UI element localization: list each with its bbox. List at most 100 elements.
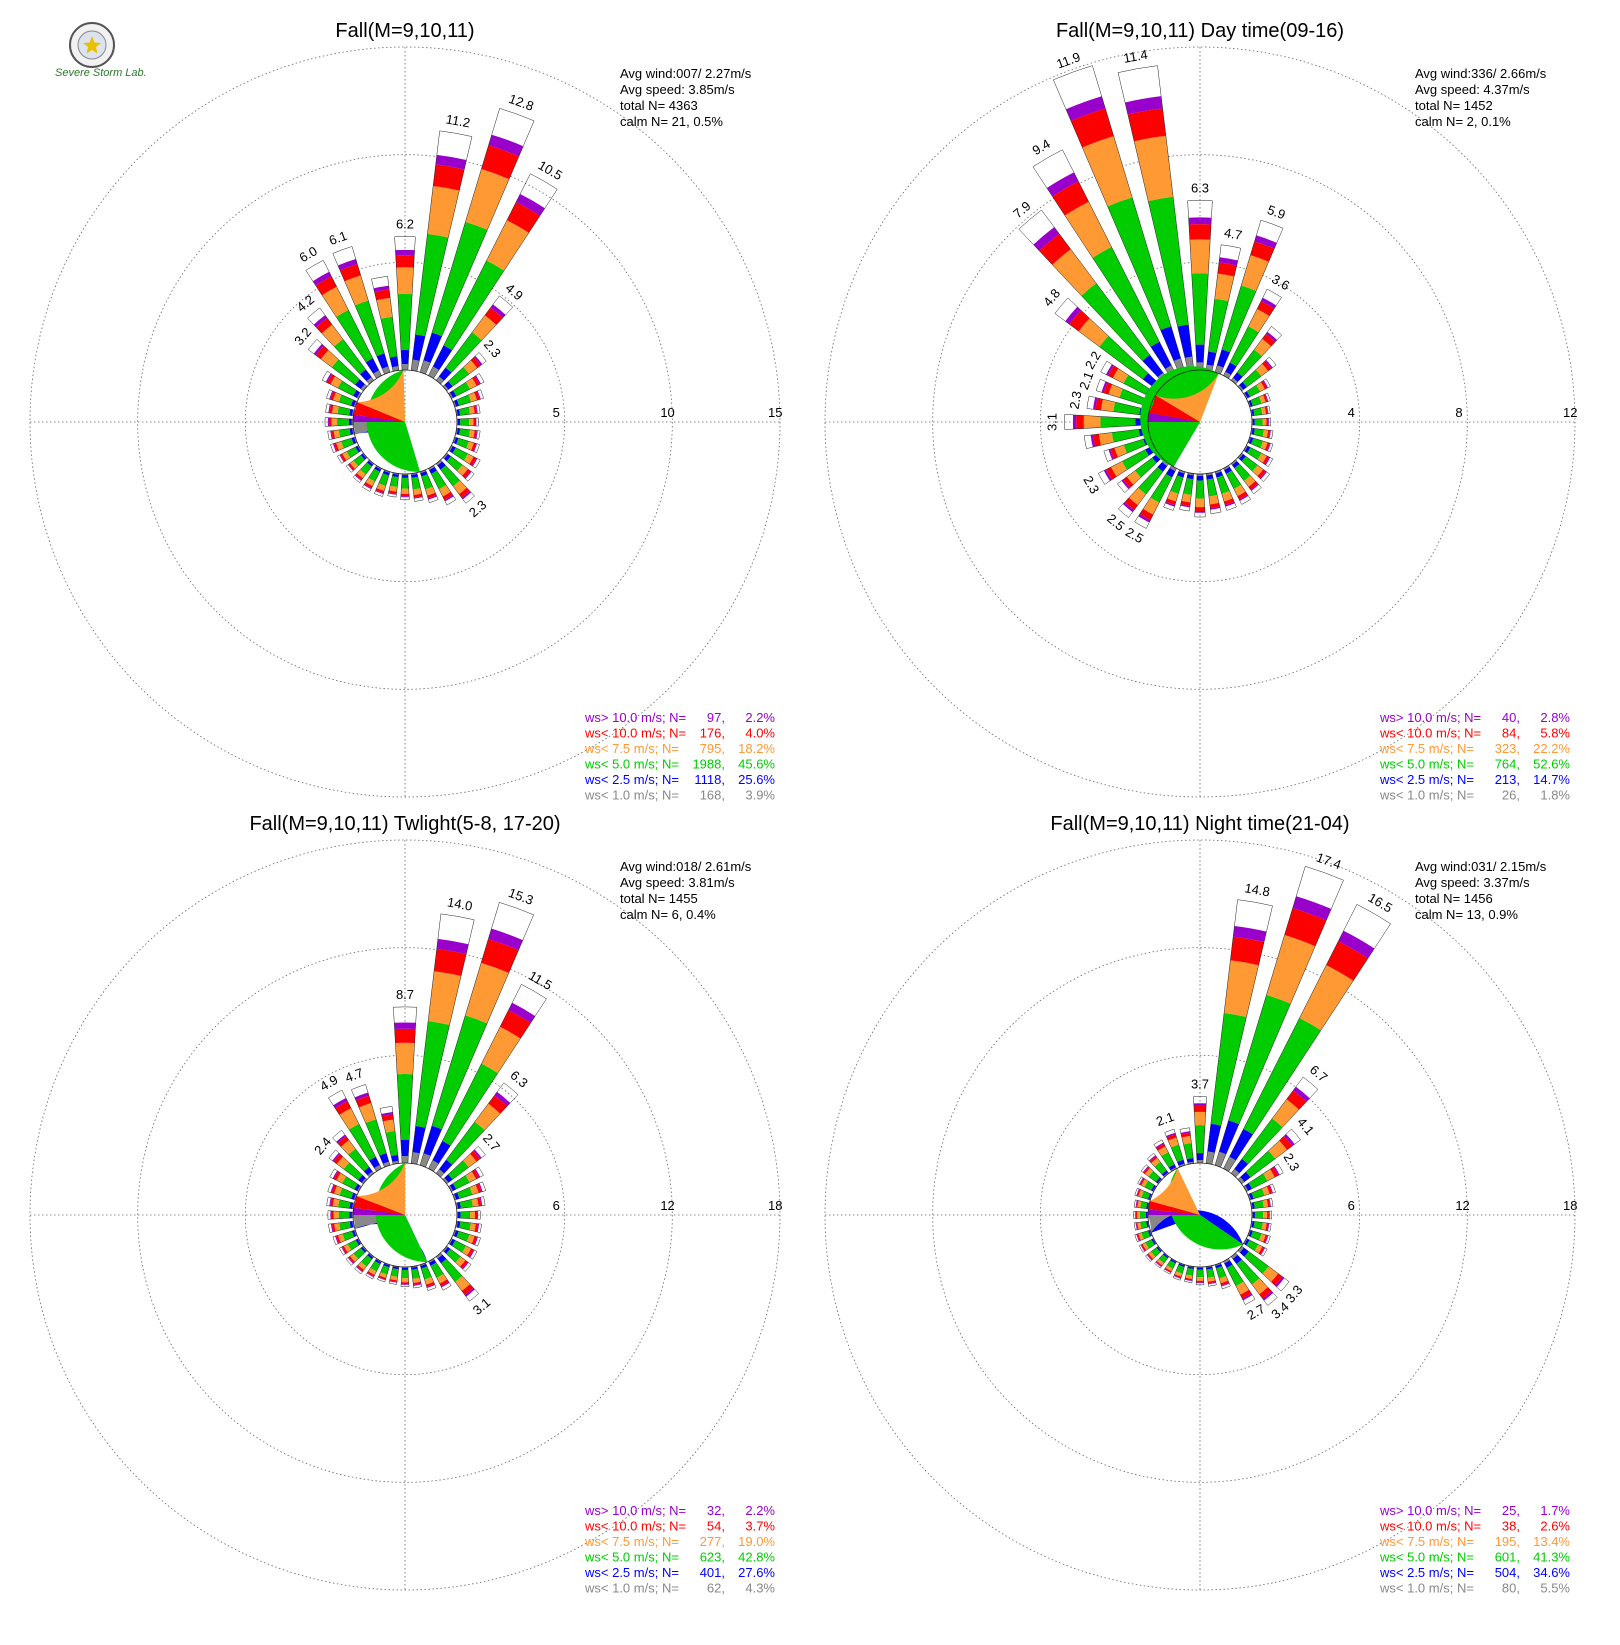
- wind-bar-segment: [348, 1256, 356, 1264]
- wind-bar-segment: [436, 1252, 443, 1259]
- wind-bar-segment: [1262, 1291, 1274, 1301]
- direction-pct-label: 16.5: [1366, 890, 1395, 916]
- wind-bar-segment: [1166, 1132, 1176, 1138]
- wind-bar-segment: [328, 417, 332, 427]
- wind-bar-segment: [342, 1176, 358, 1190]
- wind-bar-segment: [469, 1249, 475, 1258]
- wind-bar-segment: [391, 1154, 399, 1162]
- wind-bar-segment: [1187, 1266, 1194, 1270]
- wind-bar-segment: [330, 430, 333, 440]
- wind-bar-segment: [462, 469, 471, 478]
- wind-bar-segment: [1180, 500, 1191, 506]
- wind-bar-segment: [1251, 409, 1255, 416]
- pie-slice: [356, 370, 405, 422]
- wind-bar-segment: [1243, 445, 1248, 452]
- wind-bar-segment: [1244, 391, 1251, 399]
- wind-bar-segment: [471, 1236, 477, 1245]
- legend-count: 176,: [700, 726, 725, 741]
- wind-bar-segment: [338, 1211, 350, 1219]
- wind-bar-segment: [1165, 501, 1175, 507]
- wind-bar-segment: [1161, 1152, 1175, 1168]
- wind-bar-segment: [466, 441, 474, 451]
- legend-label: ws< 1.0 m/s; N=: [584, 788, 679, 803]
- wind-bar-segment: [475, 405, 478, 414]
- wind-bar-segment: [453, 437, 459, 445]
- grid-ring: [1039, 1054, 1361, 1376]
- wind-bar-segment: [428, 1160, 439, 1172]
- stat-calm: calm N= 6, 0.4%: [620, 907, 716, 922]
- wind-bar-segment: [1233, 926, 1267, 943]
- wind-bar-segment: [1110, 447, 1118, 459]
- legend-percent: 4.3%: [745, 1581, 775, 1596]
- legend-count: 84,: [1502, 726, 1520, 741]
- wind-bar-segment: [350, 399, 356, 407]
- legend-percent: 1.7%: [1540, 1503, 1570, 1518]
- ring-label: 10: [660, 405, 674, 420]
- grid-ring: [932, 947, 1468, 1483]
- wind-bar-segment: [444, 454, 451, 462]
- wind-bar-segment: [358, 1103, 377, 1124]
- wind-bar-segment: [444, 494, 454, 502]
- wind-bar-segment: [366, 1272, 374, 1278]
- legend-percent: 41.3%: [1533, 1550, 1570, 1565]
- wind-bar-segment: [1215, 469, 1222, 474]
- wind-bar-segment: [388, 490, 397, 494]
- wind-bar-segment: [333, 1154, 343, 1164]
- wind-bar-segment: [348, 463, 356, 471]
- wind-bar-segment: [428, 366, 440, 379]
- wind-bar-segment: [342, 451, 351, 461]
- legend-entry: ws< 7.5 m/s; N= 277, 19.0%: [584, 1534, 775, 1549]
- wind-bar-segment: [456, 1202, 461, 1209]
- wind-bar-segment: [1155, 1177, 1162, 1184]
- legend-label: ws< 5.0 m/s; N=: [1379, 757, 1474, 772]
- wind-bar-segment: [355, 1238, 361, 1246]
- wind-bar-segment: [1254, 338, 1272, 357]
- wind-bar-segment: [1178, 1263, 1185, 1268]
- wind-bar-segment: [1142, 1242, 1149, 1251]
- wind-bar-segment: [458, 487, 470, 498]
- legend-count: 213,: [1495, 772, 1520, 787]
- wind-bar-segment: [343, 1162, 363, 1180]
- wind-bar-segment: [1070, 108, 1114, 148]
- wind-bar-segment: [473, 405, 477, 414]
- wind-bar-segment: [1236, 1259, 1260, 1285]
- wind-bar-segment: [351, 437, 357, 445]
- wind-bar-segment: [1244, 475, 1256, 487]
- grid-ring: [137, 947, 673, 1483]
- wind-bar-segment: [466, 1234, 475, 1244]
- direction-pct-label: 2.7: [480, 1131, 503, 1154]
- legend-percent: 22.2%: [1533, 741, 1570, 756]
- legend-entry: ws< 5.0 m/s; N= 601, 41.3%: [1379, 1550, 1570, 1565]
- wind-bar-segment: [473, 1149, 482, 1159]
- wind-bar-segment: [1208, 1282, 1216, 1285]
- wind-bar-segment: [381, 1114, 394, 1122]
- wind-bar-segment: [448, 1185, 453, 1192]
- wind-bar-segment: [333, 429, 341, 439]
- legend-count: 323,: [1495, 741, 1520, 756]
- wind-bar-segment: [1162, 1253, 1169, 1259]
- legend-entry: ws< 2.5 m/s; N= 213, 14.7%: [1379, 772, 1570, 787]
- wind-bar-segment: [1039, 233, 1071, 265]
- direction-pct-label: 3.7: [1191, 1077, 1209, 1092]
- wind-bar-segment: [347, 1239, 359, 1251]
- wind-bar-segment: [460, 1260, 468, 1269]
- stat-total: total N= 4363: [620, 98, 698, 113]
- legend-percent: 5.5%: [1540, 1581, 1570, 1596]
- wind-bar-segment: [474, 1103, 501, 1131]
- legend-entry: ws< 2.5 m/s; N= 1118, 25.6%: [584, 772, 775, 787]
- wind-bar-segment: [411, 1268, 420, 1279]
- wind-bar-segment: [376, 483, 386, 491]
- wind-bar-segment: [394, 1022, 416, 1030]
- wind-bar-segment: [472, 315, 497, 341]
- wind-bar-segment: [475, 430, 478, 439]
- wind-bar-segment: [1262, 455, 1270, 465]
- wind-bar-segment: [1271, 1273, 1283, 1286]
- stat-avg-speed: Avg speed: 4.37m/s: [1415, 82, 1530, 97]
- legend-label: ws< 10.0 m/s; N=: [1379, 726, 1481, 741]
- wind-bar-segment: [1262, 418, 1267, 426]
- wind-bar-segment: [413, 1283, 422, 1286]
- wind-bar-segment: [1275, 1276, 1285, 1288]
- wind-bar-segment: [1286, 1090, 1307, 1110]
- wind-bar-segment: [1248, 1173, 1268, 1189]
- legend-count: 62,: [707, 1581, 725, 1596]
